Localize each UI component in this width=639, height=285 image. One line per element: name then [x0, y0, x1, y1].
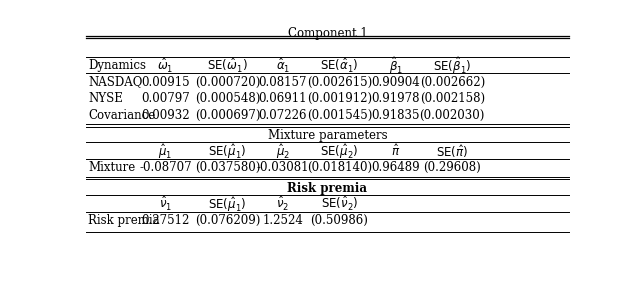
Text: (0.002158): (0.002158)	[420, 92, 485, 105]
Text: Mixture: Mixture	[88, 161, 135, 174]
Text: -0.08707: -0.08707	[139, 161, 192, 174]
Text: 0.91835: 0.91835	[372, 109, 420, 121]
Text: 0.91978: 0.91978	[372, 92, 420, 105]
Text: $\hat{\beta}_1$: $\hat{\beta}_1$	[389, 55, 403, 76]
Text: (0.001545): (0.001545)	[307, 109, 372, 121]
Text: $\mathrm{SE}(\hat{\pi})$: $\mathrm{SE}(\hat{\pi})$	[436, 143, 468, 160]
Text: 0.00915: 0.00915	[141, 76, 190, 89]
Text: 0.96489: 0.96489	[371, 161, 420, 174]
Text: (0.002030): (0.002030)	[420, 109, 485, 121]
Text: $\hat{\omega}_1$: $\hat{\omega}_1$	[157, 57, 174, 75]
Text: $\hat{\nu}_1$: $\hat{\nu}_1$	[159, 195, 172, 213]
Text: NYSE: NYSE	[88, 92, 123, 105]
Text: $\mathrm{SE}(\hat{\mu}_1)$: $\mathrm{SE}(\hat{\mu}_1)$	[208, 142, 247, 161]
Text: (0.037580): (0.037580)	[195, 161, 260, 174]
Text: (0.076209): (0.076209)	[195, 214, 260, 227]
Text: Dynamics: Dynamics	[88, 59, 146, 72]
Text: Risk premia: Risk premia	[88, 214, 160, 227]
Text: $\mathrm{SE}(\hat{\omega}_1)$: $\mathrm{SE}(\hat{\omega}_1)$	[207, 57, 248, 75]
Text: (0.50986): (0.50986)	[311, 214, 368, 227]
Text: 0.90904: 0.90904	[371, 76, 420, 89]
Text: Risk premia: Risk premia	[288, 182, 367, 195]
Text: (0.000720): (0.000720)	[195, 76, 260, 89]
Text: $\mathrm{SE}(\hat{\nu}_2)$: $\mathrm{SE}(\hat{\nu}_2)$	[321, 195, 358, 213]
Text: NASDAQ: NASDAQ	[88, 76, 142, 89]
Text: (0.002662): (0.002662)	[420, 76, 485, 89]
Text: (0.002615): (0.002615)	[307, 76, 372, 89]
Text: 0.06911: 0.06911	[259, 92, 307, 105]
Text: (0.000548): (0.000548)	[195, 92, 260, 105]
Text: -0.03081: -0.03081	[257, 161, 309, 174]
Text: $\hat{\alpha}_1$: $\hat{\alpha}_1$	[276, 57, 290, 75]
Text: 0.00932: 0.00932	[141, 109, 190, 121]
Text: $\mathrm{SE}(\hat{\mu}_1)$: $\mathrm{SE}(\hat{\mu}_1)$	[208, 195, 247, 214]
Text: Component 1: Component 1	[288, 27, 367, 40]
Text: (0.001912): (0.001912)	[307, 92, 372, 105]
Text: 0.00797: 0.00797	[141, 92, 190, 105]
Text: $\hat{\nu}_2$: $\hat{\nu}_2$	[276, 195, 289, 213]
Text: 0.27512: 0.27512	[141, 214, 190, 227]
Text: 1.2524: 1.2524	[263, 214, 304, 227]
Text: $\hat{\mu}_2$: $\hat{\mu}_2$	[276, 142, 290, 161]
Text: Covariance: Covariance	[88, 109, 155, 121]
Text: 0.07226: 0.07226	[259, 109, 307, 121]
Text: (0.018140): (0.018140)	[307, 161, 372, 174]
Text: Mixture parameters: Mixture parameters	[268, 129, 387, 142]
Text: $\mathrm{SE}(\hat{\alpha}_1)$: $\mathrm{SE}(\hat{\alpha}_1)$	[320, 57, 358, 75]
Text: (0.29608): (0.29608)	[424, 161, 481, 174]
Text: 0.08157: 0.08157	[259, 76, 307, 89]
Text: $\mathrm{SE}(\hat{\mu}_2)$: $\mathrm{SE}(\hat{\mu}_2)$	[320, 142, 358, 161]
Text: $\hat{\mu}_1$: $\hat{\mu}_1$	[158, 142, 173, 161]
Text: $\hat{\pi}$: $\hat{\pi}$	[391, 143, 401, 159]
Text: $\mathrm{SE}(\hat{\beta}_1)$: $\mathrm{SE}(\hat{\beta}_1)$	[433, 55, 472, 76]
Text: (0.000697): (0.000697)	[195, 109, 260, 121]
